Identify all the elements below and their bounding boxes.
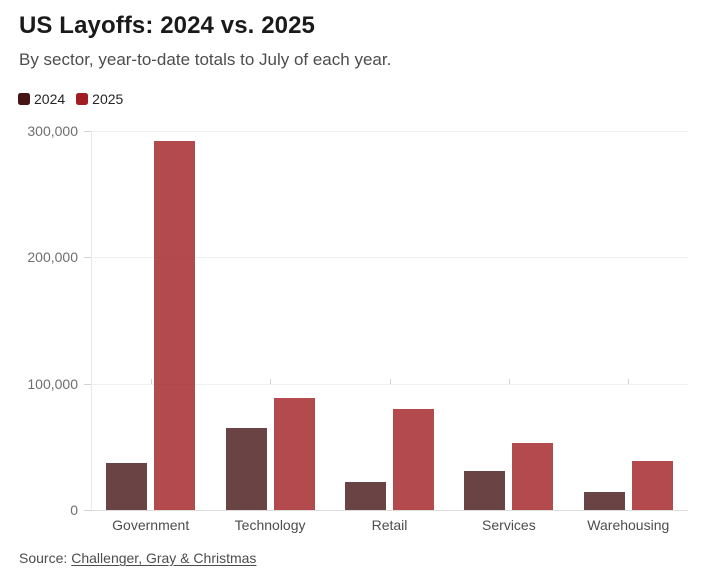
y-axis-label: 100,000 xyxy=(27,375,78,392)
bar-services-2024 xyxy=(464,470,506,510)
y-axis-tick xyxy=(84,257,91,259)
source-prefix: Source: xyxy=(19,550,68,566)
x-axis-tick xyxy=(270,379,272,384)
x-axis-label-retail: Retail xyxy=(371,517,408,533)
y-axis-tick xyxy=(84,383,91,385)
page-title: US Layoffs: 2024 vs. 2025 xyxy=(19,12,315,39)
y-axis-label: 200,000 xyxy=(27,249,78,266)
x-axis-label-warehousing: Warehousing xyxy=(587,517,670,533)
legend-swatch-2025 xyxy=(76,93,89,105)
bar-group-services xyxy=(449,131,568,510)
bar-services-2025 xyxy=(512,443,554,510)
bar-technology-2024 xyxy=(225,427,267,510)
x-axis-tick xyxy=(389,379,391,384)
x-axis-baseline xyxy=(91,510,688,511)
x-axis-tick xyxy=(508,379,510,384)
y-axis-label: 0 xyxy=(70,502,78,518)
bar-technology-2025 xyxy=(273,397,315,510)
legend-label-2024: 2024 xyxy=(34,91,66,107)
y-axis-label: 300,000 xyxy=(27,123,78,139)
legend-swatch-2024 xyxy=(18,93,30,105)
gridline xyxy=(91,383,688,385)
source-line: Source: Challenger, Gray & Christmas xyxy=(19,550,256,566)
bar-government-2024 xyxy=(106,463,148,510)
bar-warehousing-2025 xyxy=(631,461,673,510)
x-axis-tick xyxy=(628,379,630,384)
legend-item-2024: 2024 xyxy=(18,91,65,107)
legend-label-2025: 2025 xyxy=(92,91,124,107)
bar-group-government xyxy=(91,131,210,510)
bar-group-technology xyxy=(210,131,329,510)
x-axis-label-technology: Technology xyxy=(234,517,306,533)
x-axis-label-services: Services xyxy=(482,517,536,533)
source-link[interactable]: Challenger, Gray & Christmas xyxy=(71,550,257,566)
legend-item-2025: 2025 xyxy=(76,91,123,107)
gridline xyxy=(91,131,688,132)
x-axis-tick xyxy=(150,379,152,384)
chart-subtitle: By sector, year-to-date totals to July o… xyxy=(19,50,392,69)
bar-warehousing-2024 xyxy=(583,492,625,510)
x-axis-label-government: Government xyxy=(112,517,190,533)
bar-retail-2024 xyxy=(344,481,386,510)
plot-area xyxy=(91,131,688,511)
gridline xyxy=(91,257,688,259)
bar-retail-2025 xyxy=(392,408,434,510)
y-axis-line xyxy=(91,131,92,510)
y-axis-tick xyxy=(84,510,91,511)
y-axis-tick xyxy=(84,131,91,132)
bar-group-retail xyxy=(330,131,449,510)
legend: 2024 2025 xyxy=(18,91,123,107)
bar-group-warehousing xyxy=(569,131,688,510)
bar-government-2025 xyxy=(154,141,196,510)
